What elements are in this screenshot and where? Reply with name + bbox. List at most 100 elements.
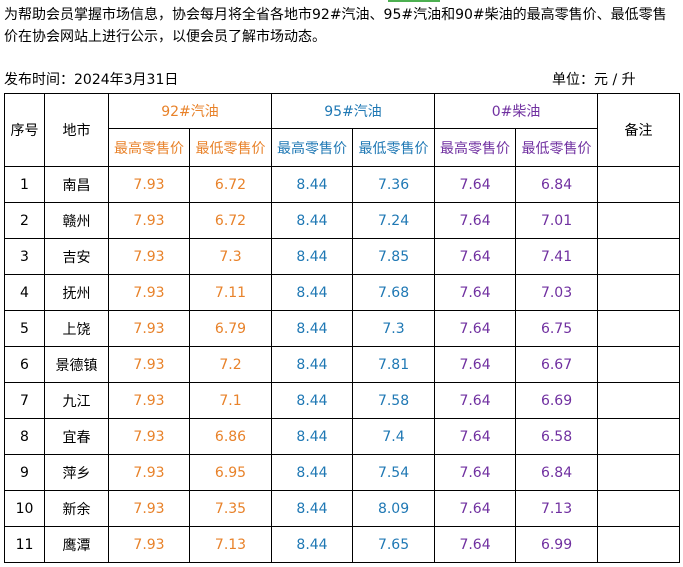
cell-92-min: 7.35: [188, 490, 273, 527]
cell-92-min: 6.95: [188, 454, 273, 491]
cell-92-max: 7.93: [108, 238, 190, 275]
cell-0-min: 6.69: [515, 382, 599, 419]
cell-remark: [597, 490, 681, 527]
cell-0-max: 7.64: [434, 490, 517, 527]
cell-95-max: 8.44: [271, 274, 354, 311]
cell-remark: [597, 310, 681, 347]
cell-0-max: 7.64: [434, 454, 517, 491]
cell-seq: 7: [4, 382, 45, 419]
cell-95-min: 7.36: [352, 166, 436, 203]
header-92-min: 最低零售价: [188, 128, 273, 167]
cell-0-min: 6.58: [515, 418, 599, 455]
cell-seq: 10: [4, 490, 45, 527]
cell-0-max: 7.64: [434, 382, 517, 419]
header-95-max: 最高零售价: [271, 128, 354, 167]
table-row: 6 景德镇 7.93 7.2 8.44 7.81 7.64 6.67: [4, 346, 681, 383]
intro-text: 为帮助会员掌握市场信息，协会每月将全省各地市92#汽油、95#汽油和90#柴油的…: [4, 7, 667, 45]
cell-0-max: 7.64: [434, 310, 517, 347]
cell-92-max: 7.93: [108, 490, 190, 527]
cell-92-min: 7.11: [188, 274, 273, 311]
cell-95-min: 7.58: [352, 382, 436, 419]
price-table: 序号 地市 92#汽油 95#汽油 0#柴油 备注 最高零售价 最低零售价 最高…: [4, 93, 681, 563]
cell-city: 萍乡: [44, 454, 109, 491]
cell-remark: [597, 526, 681, 563]
header-92-gasoline: 92#汽油: [107, 93, 273, 129]
cell-city: 抚州: [44, 274, 109, 311]
cell-92-min: 7.3: [188, 238, 273, 275]
cell-92-max: 7.93: [108, 418, 190, 455]
cell-0-max: 7.64: [434, 526, 517, 563]
cell-remark: [597, 202, 681, 239]
cell-seq: 5: [4, 310, 45, 347]
cell-92-min: 6.72: [188, 202, 273, 239]
cell-city: 景德镇: [44, 346, 109, 383]
cell-92-max: 7.93: [108, 454, 190, 491]
header-city: 地市: [44, 93, 109, 167]
cell-92-max: 7.93: [108, 202, 190, 239]
header-row-1: 序号 地市 92#汽油 95#汽油 0#柴油 备注: [4, 93, 681, 167]
cell-92-min: 7.1: [188, 382, 273, 419]
cell-0-max: 7.64: [434, 238, 517, 275]
cell-remark: [597, 238, 681, 275]
cell-seq: 4: [4, 274, 45, 311]
table-row: 11 鹰潭 7.93 7.13 8.44 7.65 7.64 6.99: [4, 526, 681, 563]
table-row: 4 抚州 7.93 7.11 8.44 7.68 7.64 7.03: [4, 274, 681, 311]
cell-remark: [597, 166, 681, 203]
cell-0-min: 6.99: [515, 526, 599, 563]
cell-92-min: 6.72: [188, 166, 273, 203]
cell-0-max: 7.64: [434, 418, 517, 455]
header-92-max: 最高零售价: [108, 128, 190, 167]
cell-92-max: 7.93: [108, 310, 190, 347]
table-row: 3 吉安 7.93 7.3 8.44 7.85 7.64 7.41: [4, 238, 681, 275]
cell-0-min: 7.41: [515, 238, 599, 275]
cell-0-max: 7.64: [434, 274, 517, 311]
cell-seq: 11: [4, 526, 45, 563]
table-row: 7 九江 7.93 7.1 8.44 7.58 7.64 6.69: [4, 382, 681, 419]
header-95-min: 最低零售价: [352, 128, 436, 167]
cell-seq: 6: [4, 346, 45, 383]
cell-remark: [597, 454, 681, 491]
cell-95-min: 8.09: [352, 490, 436, 527]
cell-95-min: 7.65: [352, 526, 436, 563]
table-row: 2 赣州 7.93 6.72 8.44 7.24 7.64 7.01: [4, 202, 681, 239]
cell-92-max: 7.93: [108, 526, 190, 563]
cell-95-max: 8.44: [271, 346, 354, 383]
cell-city: 九江: [44, 382, 109, 419]
table-row: 8 宜春 7.93 6.86 8.44 7.4 7.64 6.58: [4, 418, 681, 455]
header-0-min: 最低零售价: [515, 128, 599, 167]
cell-remark: [597, 274, 681, 311]
cell-0-max: 7.64: [434, 166, 517, 203]
cell-remark: [597, 346, 681, 383]
cell-city: 吉安: [44, 238, 109, 275]
cell-remark: [597, 382, 681, 419]
cell-92-min: 6.79: [188, 310, 273, 347]
cell-city: 南昌: [44, 166, 109, 203]
cell-city: 新余: [44, 490, 109, 527]
top-accent-bar: [388, 0, 440, 2]
cell-95-max: 8.44: [271, 382, 354, 419]
cell-remark: [597, 418, 681, 455]
cell-city: 鹰潭: [44, 526, 109, 563]
cell-92-min: 6.86: [188, 418, 273, 455]
cell-95-max: 8.44: [271, 238, 354, 275]
cell-0-min: 6.84: [515, 166, 599, 203]
cell-92-min: 7.13: [188, 526, 273, 563]
cell-95-min: 7.81: [352, 346, 436, 383]
cell-city: 赣州: [44, 202, 109, 239]
cell-95-max: 8.44: [271, 202, 354, 239]
table-row: 10 新余 7.93 7.35 8.44 8.09 7.64 7.13: [4, 490, 681, 527]
table-row: 1 南昌 7.93 6.72 8.44 7.36 7.64 6.84: [4, 166, 681, 203]
cell-95-min: 7.3: [352, 310, 436, 347]
cell-0-min: 7.13: [515, 490, 599, 527]
table-row: 5 上饶 7.93 6.79 8.44 7.3 7.64 6.75: [4, 310, 681, 347]
cell-95-max: 8.44: [271, 526, 354, 563]
cell-95-max: 8.44: [271, 490, 354, 527]
cell-92-max: 7.93: [108, 382, 190, 419]
cell-95-max: 8.44: [271, 310, 354, 347]
cell-0-max: 7.64: [434, 346, 517, 383]
cell-92-max: 7.93: [108, 166, 190, 203]
table-row: 9 萍乡 7.93 6.95 8.44 7.54 7.64 6.84: [4, 454, 681, 491]
cell-92-max: 7.93: [108, 274, 190, 311]
header-0-diesel: 0#柴油: [434, 93, 599, 129]
cell-seq: 9: [4, 454, 45, 491]
